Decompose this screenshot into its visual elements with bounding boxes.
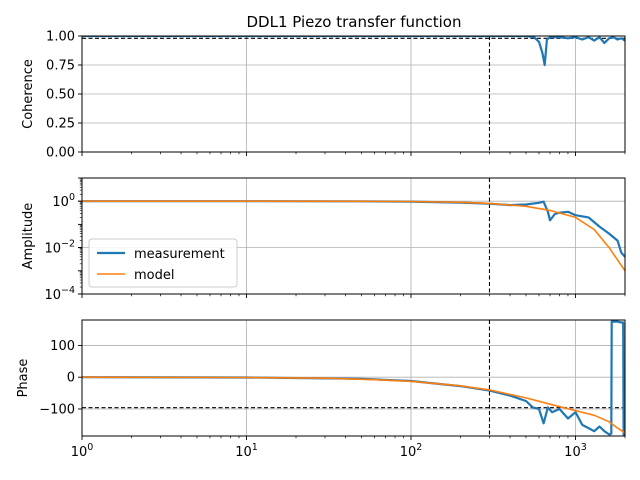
series-group: [82, 36, 625, 67]
axes-frame: [81, 177, 626, 295]
y-tick-label: 100: [52, 192, 75, 210]
x-tick-label: 100: [71, 442, 94, 460]
x-tick-label: 101: [235, 442, 258, 460]
panel-amplitude: 10−4 10−2 100 Amplitude measurement model: [21, 177, 626, 303]
chart-title: DDL1 Piezo transfer function: [247, 13, 462, 31]
y-tick-label: 0.50: [46, 88, 75, 103]
y-tick-label: −100: [39, 402, 75, 417]
y-tick-label: 10−4: [44, 285, 75, 303]
y-axis-label-phase: Phase: [16, 359, 31, 398]
x-tick-label: 102: [400, 442, 423, 460]
x-tick-label: 103: [564, 442, 587, 460]
axes-frame: [81, 319, 626, 437]
series-line-model: [82, 200, 625, 272]
panel-coherence: 0.00 0.25 0.50 0.75 1.00 Coherence: [21, 30, 626, 161]
legend-label-model: model: [134, 268, 174, 283]
y-tick-label: 1.00: [46, 30, 75, 45]
legend: measurement model: [88, 238, 238, 288]
series-group: [82, 200, 625, 272]
y-axis-label-amplitude: Amplitude: [21, 203, 36, 270]
panel-phase: −100 0 100 Phase 100 101 102 103: [16, 319, 626, 460]
y-tick-label: 0.75: [46, 59, 75, 74]
y-axis-label-coherence: Coherence: [21, 59, 36, 129]
y-tick-label: 10−2: [44, 239, 75, 257]
y-tick-label: 0.25: [46, 117, 75, 132]
series-line-model: [82, 376, 625, 434]
legend-box: [88, 238, 238, 288]
legend-label-measurement: measurement: [134, 247, 225, 262]
series-group: [82, 320, 625, 436]
series-line-measurement: [82, 36, 625, 67]
y-tick-label: 0.00: [46, 146, 75, 161]
y-tick-label: 0: [67, 371, 75, 386]
y-tick-label: 100: [50, 339, 75, 354]
